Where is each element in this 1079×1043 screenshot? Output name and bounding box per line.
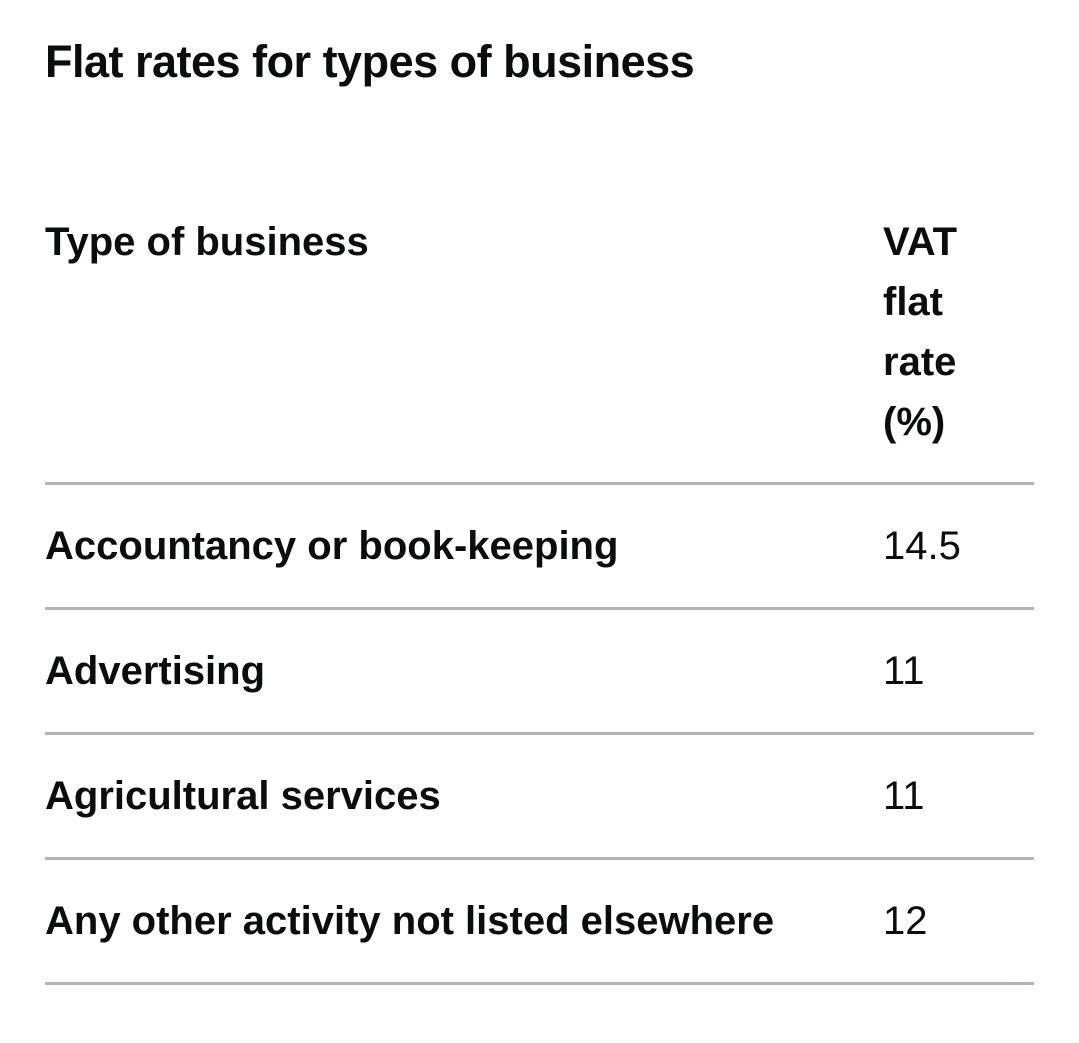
table-row: Agricultural services 11: [45, 733, 1034, 860]
table-row: Advertising 11: [45, 608, 1034, 735]
rate-cell: 11: [883, 733, 1034, 860]
business-type-cell: Agricultural services: [45, 733, 883, 860]
business-type-cell: Accountancy or book-keeping: [45, 483, 883, 610]
rate-cell: 12: [883, 858, 1034, 985]
table-header-row: Type of business VAT flat rate (%): [45, 212, 1034, 485]
rate-cell: 11: [883, 608, 1034, 735]
page-title: Flat rates for types of business: [45, 36, 695, 87]
business-type-cell: Advertising: [45, 608, 883, 735]
column-header-rate-label: VAT flat rate (%): [883, 220, 958, 444]
column-header-business: Type of business: [45, 212, 883, 485]
rate-cell: 14.5: [883, 483, 1034, 610]
column-header-rate: VAT flat rate (%): [883, 212, 1034, 485]
flat-rates-table: Type of business VAT flat rate (%) Accou…: [45, 212, 1034, 985]
table-row: Accountancy or book-keeping 14.5: [45, 483, 1034, 610]
business-type-cell: Any other activity not listed elsewhere: [45, 858, 883, 985]
table-row: Any other activity not listed elsewhere …: [45, 858, 1034, 985]
page-content: Flat rates for types of business Type of…: [45, 0, 1034, 985]
